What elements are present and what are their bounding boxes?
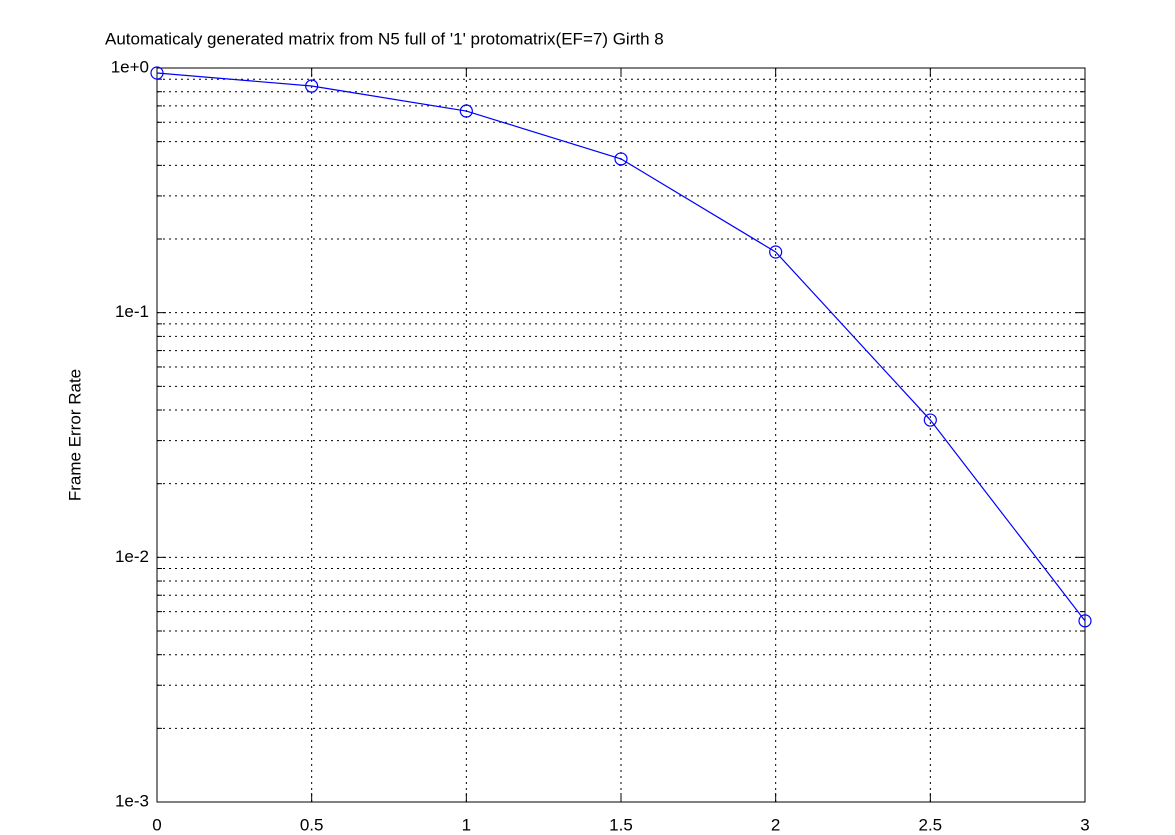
plot-frame (156, 67, 1086, 803)
x-tick-label: 3 (1080, 815, 1089, 834)
x-tick-label: 1 (462, 815, 471, 834)
data-point (459, 104, 473, 118)
y-axis-label: Frame Error Rate (65, 369, 84, 501)
x-tick-label: 2 (771, 815, 780, 834)
chart-title: Automaticaly generated matrix from N5 fu… (105, 29, 664, 48)
data-point (923, 413, 937, 427)
data-line (156, 72, 1086, 622)
x-tick-label: 2.5 (919, 815, 943, 834)
x-tick-label: 0 (152, 815, 161, 834)
data-point (1078, 614, 1092, 628)
y-tick-label: 1e-1 (115, 302, 149, 321)
data-point (150, 66, 164, 80)
data-point (769, 245, 783, 259)
y-tick-label: 1e-2 (115, 547, 149, 566)
x-tick-label: 1.5 (609, 815, 633, 834)
data-point (614, 152, 628, 166)
x-tick-label: 0.5 (300, 815, 324, 834)
data-point (305, 79, 319, 93)
y-tick-label: 1e+0 (111, 57, 149, 76)
y-tick-label: 1e-3 (115, 791, 149, 810)
